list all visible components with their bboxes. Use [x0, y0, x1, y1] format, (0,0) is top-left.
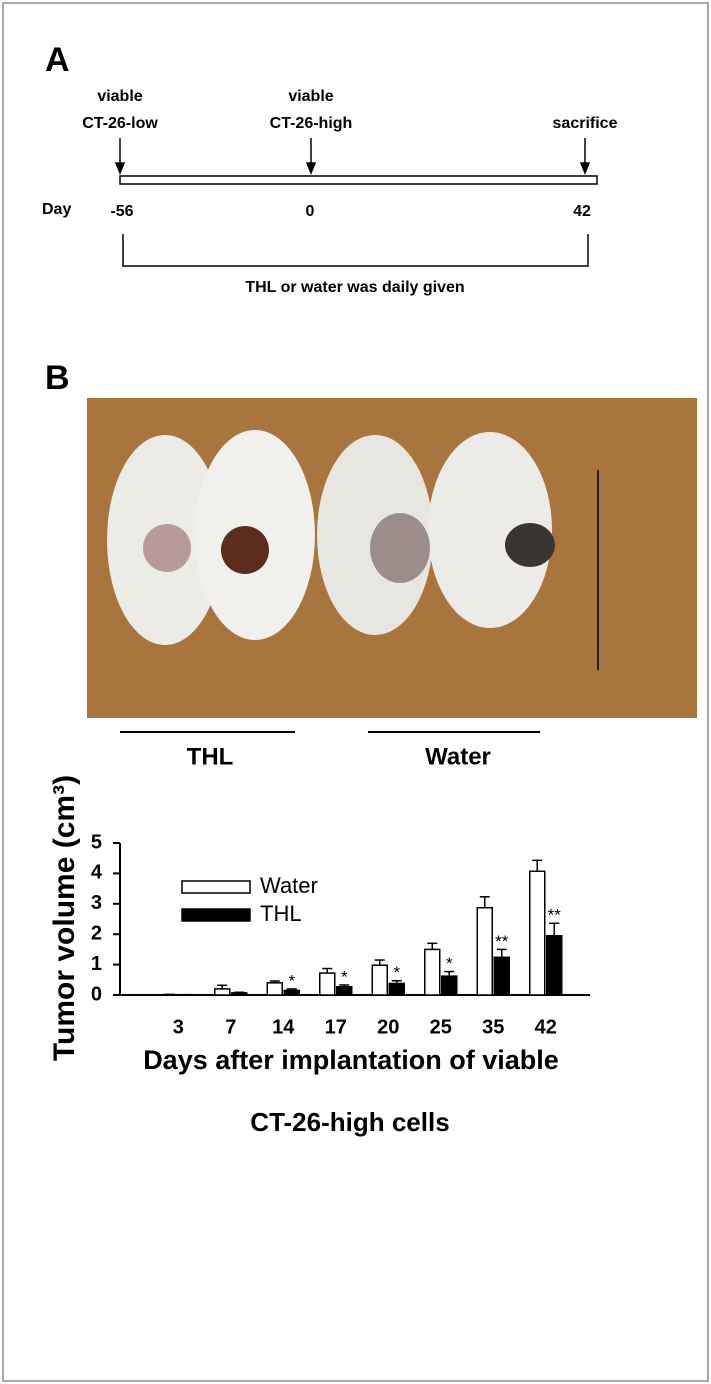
event-label: sacrifice [553, 115, 618, 132]
legend-label: Water [260, 873, 318, 898]
significance-label: ** [495, 932, 509, 951]
arrowhead [305, 162, 317, 176]
x-tick-label: 25 [430, 1016, 452, 1038]
event-label: viable [288, 88, 333, 105]
x-tick-label: 17 [325, 1016, 347, 1038]
bar [546, 934, 563, 996]
bar [424, 948, 441, 996]
bar [231, 992, 248, 996]
significance-label: * [288, 971, 295, 990]
day-label: Day [42, 201, 71, 218]
event-label: CT-26-low [82, 115, 158, 132]
group-label: Water [425, 743, 491, 770]
bar [336, 986, 353, 996]
y-tick-label: 2 [91, 922, 102, 944]
group-label: THL [187, 743, 234, 770]
x-tick-label: 42 [535, 1016, 557, 1038]
x-tick-label: 14 [272, 1016, 295, 1038]
panel-label: B [45, 359, 70, 397]
day: 0 [306, 203, 315, 220]
tumor [370, 513, 430, 583]
x-axis-label: CT-26-high cells [250, 1107, 449, 1137]
y-tick-label: 3 [91, 892, 102, 914]
event-label: viable [97, 88, 142, 105]
bar [529, 870, 546, 996]
x-axis-label: Days after implantation of viable [143, 1045, 559, 1075]
chart: 0 1 2 3 4 5 3 7 14 * 17 * 20 * 25 * 35 ** 42 ** Water THL Days… [91, 831, 590, 1137]
arrows [114, 138, 591, 176]
y-axis-label: Tumor volume (cm³) [48, 775, 81, 1061]
bar [493, 956, 510, 996]
y-tick-label: 0 [91, 983, 102, 1005]
significance-label: * [341, 967, 348, 986]
photo [87, 398, 697, 718]
y-tick-label: 5 [91, 831, 102, 853]
significance-label: * [393, 963, 400, 982]
timeline [119, 175, 598, 185]
legend-label: THL [260, 901, 302, 926]
bar [371, 964, 388, 996]
bar [319, 972, 336, 996]
bar [266, 982, 283, 996]
event-label: CT-26-high [270, 115, 353, 132]
tumor [505, 523, 555, 567]
events: viable CT-26-low viable CT-26-high sacrifice [82, 88, 617, 132]
panel-label: A [45, 41, 70, 79]
x-tick-label: 3 [173, 1016, 184, 1038]
x-tick-label: 35 [482, 1016, 504, 1038]
x-tick-label: 7 [225, 1016, 236, 1038]
bar [388, 982, 405, 996]
bar [214, 988, 231, 996]
arrowhead [579, 162, 591, 176]
legend-swatch [181, 880, 251, 894]
y-tick-label: 4 [91, 862, 103, 884]
bar [283, 989, 300, 996]
day: -56 [110, 203, 133, 220]
tumor [143, 524, 191, 572]
significance-label: ** [548, 906, 562, 925]
x-tick-label: 20 [377, 1016, 399, 1038]
arrowhead [114, 162, 126, 176]
legend-swatch [181, 908, 251, 922]
significance-label: * [446, 954, 453, 973]
bar [441, 975, 458, 996]
mouse [428, 432, 552, 628]
tumor [221, 526, 269, 574]
bracket [122, 234, 589, 267]
day: 42 [573, 203, 591, 220]
bar [476, 907, 493, 996]
treatment: THL or water was daily given [245, 279, 464, 296]
y-tick-label: 1 [91, 953, 102, 975]
